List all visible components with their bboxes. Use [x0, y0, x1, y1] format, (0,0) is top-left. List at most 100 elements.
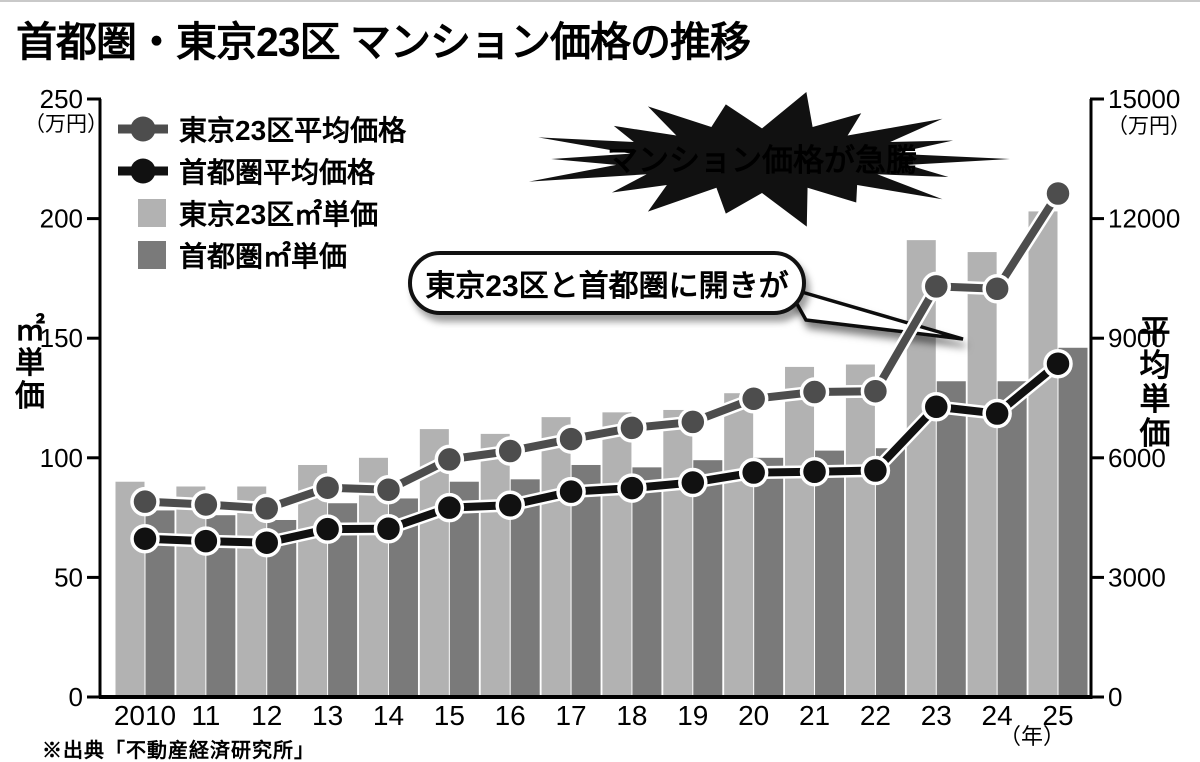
x-tick-label: 14	[373, 700, 404, 731]
bar-series-0	[115, 211, 1058, 698]
bar	[724, 393, 754, 697]
x-tick-label: 13	[312, 700, 343, 731]
line	[141, 359, 1063, 547]
data-point-marker	[860, 376, 891, 406]
data-point-marker	[738, 384, 769, 414]
y-left-tick-label: 250	[40, 84, 83, 114]
bar	[1058, 347, 1088, 697]
line-swatch-icon	[118, 116, 168, 142]
y-left-tick-label: 200	[40, 204, 83, 234]
y-left-unit: （万円）	[24, 113, 108, 136]
x-tick-label: 2010	[114, 700, 176, 731]
bar	[541, 417, 571, 697]
y-right-tick-label: 0	[1108, 682, 1122, 712]
x-tick-label: 15	[434, 700, 465, 731]
y-left-tick-label: 50	[54, 562, 83, 592]
data-point-marker	[434, 444, 465, 475]
y-right-tick-label: 6000	[1108, 443, 1166, 473]
y-right-tick-label: 3000	[1108, 562, 1166, 592]
line-swatch-icon	[118, 158, 168, 184]
legend: 東京23区平均価格 首都圏平均価格 東京23区㎡単価 首都圏㎡単価	[116, 108, 406, 276]
bar	[1028, 211, 1058, 697]
x-tick-label: 21	[799, 700, 830, 731]
speech-bubble-text: 東京23区と首都圏に開きが	[425, 270, 789, 303]
data-point-marker	[434, 492, 465, 523]
legend-item-shutoken-price: 首都圏平均価格	[116, 150, 406, 192]
x-tick-label: 24	[982, 700, 1013, 731]
data-point-marker	[130, 523, 160, 554]
y-left-tick-label: 150	[40, 323, 83, 353]
bar	[997, 381, 1027, 697]
data-point-marker	[556, 476, 586, 507]
y-left-axis-title: 価	[14, 380, 45, 413]
bar	[298, 464, 328, 697]
bar	[176, 486, 206, 697]
bar	[967, 252, 997, 697]
data-point-marker	[678, 467, 708, 498]
data-point-marker	[495, 436, 525, 466]
y-right-axis-title: 均	[1140, 348, 1171, 383]
x-tick-label: 12	[251, 700, 282, 731]
bar	[115, 481, 145, 697]
y-right-axis-title: 平	[1140, 314, 1171, 349]
x-tick-label: 22	[860, 700, 891, 731]
data-point-marker	[495, 490, 525, 520]
y-right-tick-label: 15000	[1108, 84, 1180, 114]
legend-item-tokyo23-sqm: 東京23区㎡単価	[116, 192, 406, 234]
bar	[480, 433, 510, 697]
data-point-marker	[982, 398, 1012, 429]
data-point-marker	[251, 493, 282, 524]
legend-label: 東京23区㎡単価	[179, 199, 379, 230]
y-left-axis-title: 単	[15, 347, 45, 380]
data-point-marker	[1043, 348, 1073, 379]
y-left-axis-title: ㎡	[15, 313, 45, 347]
legend-label: 首都圏㎡単価	[179, 241, 348, 272]
y-left-tick-label: 0	[69, 682, 83, 712]
data-point-marker	[617, 473, 647, 503]
data-point-marker	[921, 271, 952, 302]
data-point-marker	[921, 392, 952, 422]
source-note: ※出典「不動産経済研究所」	[42, 740, 315, 762]
page-title: 首都圏・東京23区 マンション価格の推移	[16, 19, 751, 65]
y-right-unit: （万円）	[1107, 115, 1191, 138]
data-point-marker	[678, 407, 708, 437]
legend-label: 東京23区平均価格	[179, 115, 407, 146]
bar	[693, 460, 723, 697]
data-point-marker	[982, 274, 1012, 304]
bar-swatch-icon	[138, 241, 166, 269]
data-point-marker	[312, 514, 343, 544]
legend-label: 首都圏平均価格	[179, 157, 376, 188]
bar	[936, 381, 966, 697]
bar	[663, 409, 693, 697]
data-point-marker	[738, 457, 769, 488]
bar	[754, 457, 784, 697]
data-point-marker	[1043, 178, 1073, 209]
bar	[602, 412, 632, 697]
bar	[815, 450, 845, 697]
burst-callout-text: マンション価格が急騰	[607, 143, 917, 178]
x-tick-label: 25	[1042, 700, 1073, 731]
data-point-marker	[799, 457, 830, 487]
line	[141, 189, 1063, 513]
data-point-marker	[251, 527, 282, 558]
data-point-marker	[373, 474, 404, 505]
data-point-marker	[191, 489, 221, 520]
speech-bubble: 東京23区と首都圏に開きが	[408, 251, 806, 315]
data-point-marker	[556, 424, 586, 454]
data-point-marker	[799, 377, 830, 407]
bar	[785, 366, 815, 697]
burst-callout	[528, 92, 1010, 227]
y-right-tick-label: 12000	[1108, 204, 1180, 234]
data-point-marker	[130, 486, 160, 517]
y-right-axis-title: 価	[1139, 416, 1171, 451]
y-left-tick-label: 100	[40, 443, 83, 473]
bar	[875, 448, 905, 697]
data-point-marker	[860, 455, 891, 486]
legend-item-tokyo23-price: 東京23区平均価格	[116, 108, 406, 150]
x-tick-label: 18	[616, 700, 647, 731]
legend-item-shutoken-sqm: 首都圏㎡単価	[116, 234, 406, 276]
x-tick-label: 16	[495, 700, 526, 731]
x-tick-label: 11	[191, 700, 220, 731]
line-series-0	[130, 178, 1073, 524]
